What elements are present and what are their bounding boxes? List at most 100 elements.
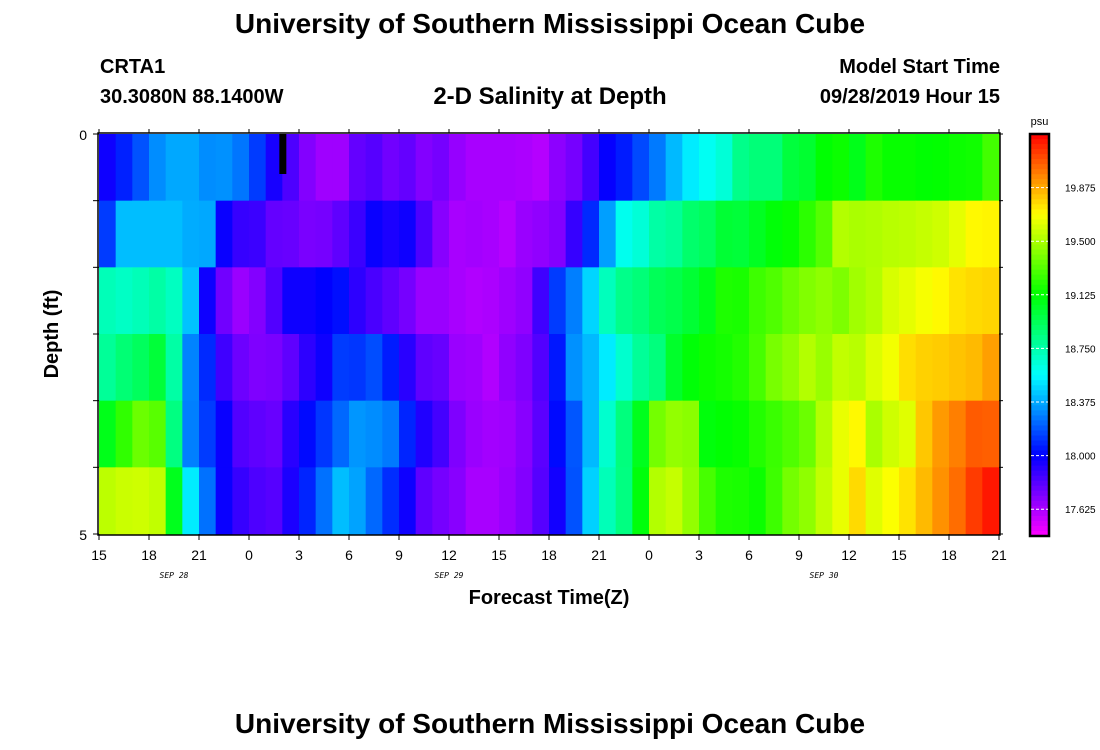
- heatmap-cell: [199, 334, 217, 402]
- heatmap-cell: [715, 267, 733, 335]
- heatmap-cell: [365, 267, 383, 335]
- heatmap-cell: [715, 134, 733, 202]
- heatmap-cell: [565, 200, 583, 268]
- heatmap-cell: [832, 400, 850, 468]
- heatmap-cell: [882, 267, 900, 335]
- heatmap-cell: [499, 134, 517, 202]
- heatmap-cell: [799, 200, 817, 268]
- heatmap-cell: [199, 134, 217, 202]
- heatmap-cell: [165, 267, 183, 335]
- colorbar-segment: [1030, 355, 1049, 361]
- heatmap-cell: [182, 267, 200, 335]
- heatmap-cell: [299, 467, 317, 535]
- x-tick-label: 0: [245, 547, 253, 563]
- heatmap-cell: [982, 334, 1000, 402]
- heatmap-cell: [399, 267, 417, 335]
- heatmap-cell: [99, 467, 117, 535]
- heatmap-cell: [149, 400, 167, 468]
- heatmap-cell: [449, 467, 467, 535]
- heatmap-cell: [932, 334, 950, 402]
- colorbar-segment: [1030, 229, 1049, 236]
- heatmap-cell: [832, 334, 850, 402]
- heatmap-cell: [765, 467, 783, 535]
- heatmap-cell: [882, 334, 900, 402]
- heatmap-cell: [265, 267, 283, 335]
- heatmap-cell: [682, 400, 700, 468]
- heatmap-cell: [815, 334, 833, 402]
- heatmap-cell: [599, 400, 617, 468]
- heatmap-cell: [532, 134, 550, 202]
- colorbar-segment: [1030, 425, 1049, 432]
- heatmap-cell: [915, 467, 933, 535]
- heatmap-cell: [415, 200, 433, 268]
- heatmap-cell: [382, 334, 400, 402]
- heatmap-cell: [315, 267, 333, 335]
- heatmap-cell: [915, 267, 933, 335]
- colorbar-segment: [1030, 505, 1049, 512]
- heatmap-cell: [415, 400, 433, 468]
- heatmap-cell: [199, 467, 217, 535]
- heatmap-cell: [982, 200, 1000, 268]
- colorbar-segment: [1030, 264, 1049, 271]
- heatmap-cell: [665, 267, 683, 335]
- colorbar-segment: [1030, 309, 1049, 316]
- heatmap-cell: [382, 267, 400, 335]
- colorbar-segment: [1030, 385, 1049, 391]
- colorbar-segment: [1030, 370, 1049, 376]
- heatmap-cell: [532, 200, 550, 268]
- colorbar-label: 19.500: [1065, 237, 1096, 248]
- heatmap-cell: [232, 134, 250, 202]
- heatmap-cell: [565, 467, 583, 535]
- heatmap-cell: [249, 267, 267, 335]
- heatmap-cell: [232, 467, 250, 535]
- heatmap-cell: [99, 134, 117, 202]
- heatmap-cell: [132, 200, 150, 268]
- heatmap-cell: [749, 200, 767, 268]
- x-tick-label: 6: [745, 547, 753, 563]
- heatmap-cell: [99, 334, 117, 402]
- heatmap-cell: [665, 400, 683, 468]
- heatmap-cell: [149, 200, 167, 268]
- colorbar-segment: [1030, 154, 1049, 160]
- heatmap-cell: [132, 134, 150, 202]
- heatmap-cell: [249, 200, 267, 268]
- heatmap-cell: [282, 400, 300, 468]
- heatmap-cell: [465, 200, 483, 268]
- colorbar-segment: [1030, 465, 1049, 472]
- colorbar-segment: [1030, 500, 1049, 507]
- heatmap-cell: [732, 467, 750, 535]
- heatmap-cell: [215, 267, 233, 335]
- heatmap-cell: [899, 200, 917, 268]
- heatmap-cell: [399, 200, 417, 268]
- x-tick-label: 21: [191, 547, 207, 563]
- heatmap-cell: [432, 400, 450, 468]
- heatmap-cell: [832, 467, 850, 535]
- heatmap-cell: [815, 467, 833, 535]
- heatmap-cell: [949, 334, 967, 402]
- heatmap-cell: [482, 200, 500, 268]
- colorbar-segment: [1030, 420, 1049, 427]
- heatmap-cell: [849, 334, 867, 402]
- heatmap-cell: [849, 400, 867, 468]
- heatmap-cell: [399, 467, 417, 535]
- heatmap-cell: [649, 200, 667, 268]
- colorbar-segment: [1030, 269, 1049, 276]
- heatmap-cell: [532, 267, 550, 335]
- heatmap-cell: [782, 400, 800, 468]
- colorbar-label: 18.750: [1065, 344, 1096, 355]
- heatmap-cell: [899, 467, 917, 535]
- heatmap-cell: [515, 334, 533, 402]
- colorbar-segment: [1030, 279, 1049, 286]
- heatmap-cell: [782, 200, 800, 268]
- colorbar-segment: [1030, 169, 1049, 175]
- x-tick-label: 12: [441, 547, 457, 563]
- heatmap-cell: [232, 400, 250, 468]
- heatmap-cell: [665, 467, 683, 535]
- heatmap-cell: [965, 400, 983, 468]
- heatmap-cell: [815, 267, 833, 335]
- heatmap-cell: [765, 200, 783, 268]
- heatmap-cell: [949, 267, 967, 335]
- x-tick-label: 3: [695, 547, 703, 563]
- heatmap-cell: [682, 200, 700, 268]
- heatmap-cell: [799, 334, 817, 402]
